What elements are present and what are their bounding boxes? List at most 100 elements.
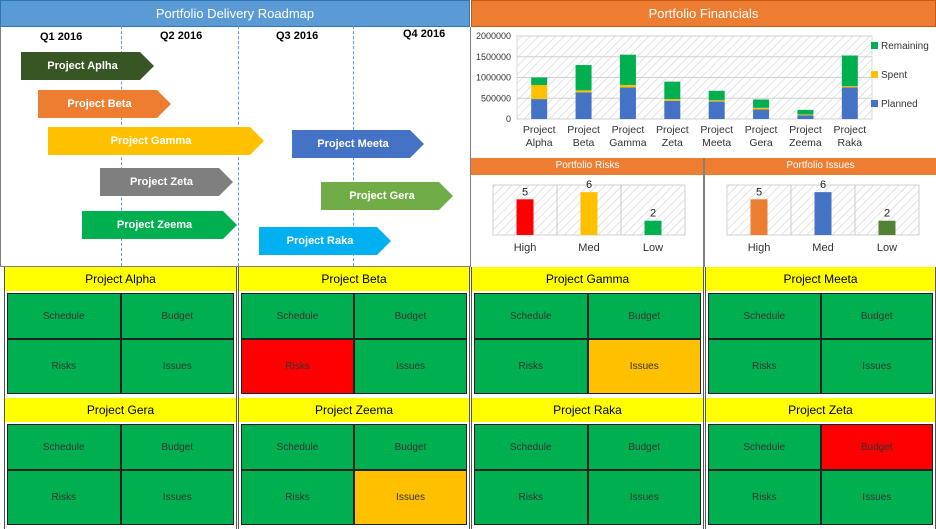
bar-planned: [708, 101, 725, 119]
bar-spent: [575, 90, 592, 93]
status-cell-issues[interactable]: Issues: [587, 339, 701, 394]
status-cell-risks[interactable]: Risks: [708, 470, 821, 525]
issues-chart: 5 High 6 Med 2 Low: [726, 179, 920, 254]
status-card-title[interactable]: Project Raka: [472, 398, 703, 422]
status-card-title[interactable]: Project Zeta: [706, 398, 935, 422]
status-cell-risks[interactable]: Risks: [241, 470, 354, 525]
financials-title: Portfolio Financials: [648, 6, 759, 21]
status-cell-schedule[interactable]: Schedule: [708, 424, 821, 470]
bar-planned: [664, 100, 681, 119]
status-cell-issues[interactable]: Issues: [820, 339, 933, 394]
status-cell-budget[interactable]: Budget: [587, 424, 701, 470]
x-tick-label: Project Raka: [833, 124, 866, 149]
status-cell-issues[interactable]: Issues: [120, 470, 234, 525]
status-cell-budget[interactable]: Budget: [820, 424, 933, 470]
status-card-title[interactable]: Project Zeema: [239, 398, 469, 422]
issues-header: Portfolio Issues: [705, 158, 936, 175]
status-card-title[interactable]: Project Beta: [239, 267, 469, 291]
bar-spent: [664, 99, 681, 101]
bar-remaining: [619, 54, 636, 85]
status-cell-risks[interactable]: Risks: [7, 339, 121, 394]
bar-planned: [753, 109, 770, 119]
status-card-title[interactable]: Project Gera: [5, 398, 236, 422]
status-cell-budget[interactable]: Budget: [120, 293, 234, 339]
status-card-title[interactable]: Project Gamma: [472, 267, 703, 291]
bar-remaining: [841, 55, 858, 87]
bar: [750, 199, 768, 235]
data-label: 6: [820, 179, 826, 191]
bar-planned: [531, 99, 548, 119]
status-cell-budget[interactable]: Budget: [587, 293, 701, 339]
status-cell-issues[interactable]: Issues: [354, 339, 467, 394]
data-label: 2: [650, 208, 656, 220]
status-cell-issues[interactable]: Issues: [820, 470, 933, 525]
y-tick-label: 2000000: [476, 31, 511, 41]
roadmap-bar-gamma[interactable]: Project Gamma: [48, 127, 264, 155]
risks-title: Portfolio Risks: [555, 160, 620, 171]
status-card-title[interactable]: Project Alpha: [5, 267, 236, 291]
status-card-title[interactable]: Project Meeta: [706, 267, 935, 291]
status-cell-risks[interactable]: Risks: [7, 470, 121, 525]
status-cell-risks[interactable]: Risks: [474, 470, 588, 525]
status-cell-schedule[interactable]: Schedule: [241, 424, 354, 470]
status-cell-budget[interactable]: Budget: [120, 424, 234, 470]
data-label: 5: [522, 186, 528, 198]
bar-planned: [797, 115, 814, 119]
status-card: Project Gamma Schedule Budget Risks Issues: [471, 267, 704, 398]
status-cell-schedule[interactable]: Schedule: [241, 293, 354, 339]
status-card: Project Alpha Schedule Budget Risks Issues: [4, 267, 237, 398]
status-cell-schedule[interactable]: Schedule: [7, 293, 121, 339]
bar: [644, 220, 662, 235]
bar-spent: [841, 86, 858, 88]
roadmap-bar-zeema[interactable]: Project Zeema: [82, 211, 237, 239]
roadmap-body: [0, 27, 471, 267]
roadmap-bar-gera[interactable]: Project Gera: [321, 182, 453, 210]
status-cell-schedule[interactable]: Schedule: [7, 424, 121, 470]
roadmap-bar-raka[interactable]: Project Raka: [259, 227, 391, 255]
status-card: Project Raka Schedule Budget Risks Issues: [471, 398, 704, 529]
bar: [516, 199, 534, 235]
bar-spent: [619, 84, 636, 88]
bar-remaining: [664, 81, 681, 100]
roadmap-bar-meeta[interactable]: Project Meeta: [292, 130, 424, 158]
status-cell-budget[interactable]: Budget: [354, 424, 467, 470]
quarter-label-q3: Q3 2016: [276, 30, 319, 42]
status-cell-issues[interactable]: Issues: [587, 470, 701, 525]
y-tick-label: 0: [506, 114, 511, 124]
financials-header: Portfolio Financials: [471, 0, 936, 27]
roadmap-bar-alpha[interactable]: Project Aplha: [21, 52, 154, 80]
bar-planned: [575, 92, 592, 119]
roadmap-bar-zeta[interactable]: Project Zeta: [100, 168, 233, 196]
bar-spent: [531, 84, 548, 100]
x-tick-label: Project Alpha: [523, 124, 556, 149]
status-cell-risks[interactable]: Risks: [708, 339, 821, 394]
risks-header: Portfolio Risks: [471, 158, 704, 175]
status-cell-risks[interactable]: Risks: [474, 339, 588, 394]
y-tick-label: 1500000: [476, 52, 511, 62]
legend-swatch: [871, 100, 878, 107]
legend-swatch: [871, 71, 878, 78]
x-tick-label: Project Zeta: [656, 124, 689, 149]
status-cell-budget[interactable]: Budget: [354, 293, 467, 339]
status-cell-issues[interactable]: Issues: [354, 470, 467, 525]
status-card: Project Zeta Schedule Budget Risks Issues: [705, 398, 936, 529]
bar-remaining: [531, 77, 548, 85]
status-cell-issues[interactable]: Issues: [120, 339, 234, 394]
bar-remaining: [753, 99, 770, 108]
status-cell-risks[interactable]: Risks: [241, 339, 354, 394]
bar-planned: [619, 87, 636, 119]
roadmap-title: Portfolio Delivery Roadmap: [155, 6, 315, 21]
status-card: Project Beta Schedule Budget Risks Issues: [238, 267, 470, 398]
legend-label: Planned: [881, 99, 918, 110]
status-cell-schedule[interactable]: Schedule: [474, 293, 588, 339]
issues-title: Portfolio Issues: [786, 160, 855, 171]
quarter-label-q2: Q2 2016: [160, 30, 203, 42]
x-tick-label: Project Beta: [567, 124, 600, 149]
status-card: Project Zeema Schedule Budget Risks Issues: [238, 398, 470, 529]
status-cell-budget[interactable]: Budget: [820, 293, 933, 339]
roadmap-bar-beta[interactable]: Project Beta: [38, 90, 171, 118]
x-tick-label: Med: [812, 242, 833, 254]
status-cell-schedule[interactable]: Schedule: [474, 424, 588, 470]
bar-remaining: [708, 90, 725, 101]
status-cell-schedule[interactable]: Schedule: [708, 293, 821, 339]
